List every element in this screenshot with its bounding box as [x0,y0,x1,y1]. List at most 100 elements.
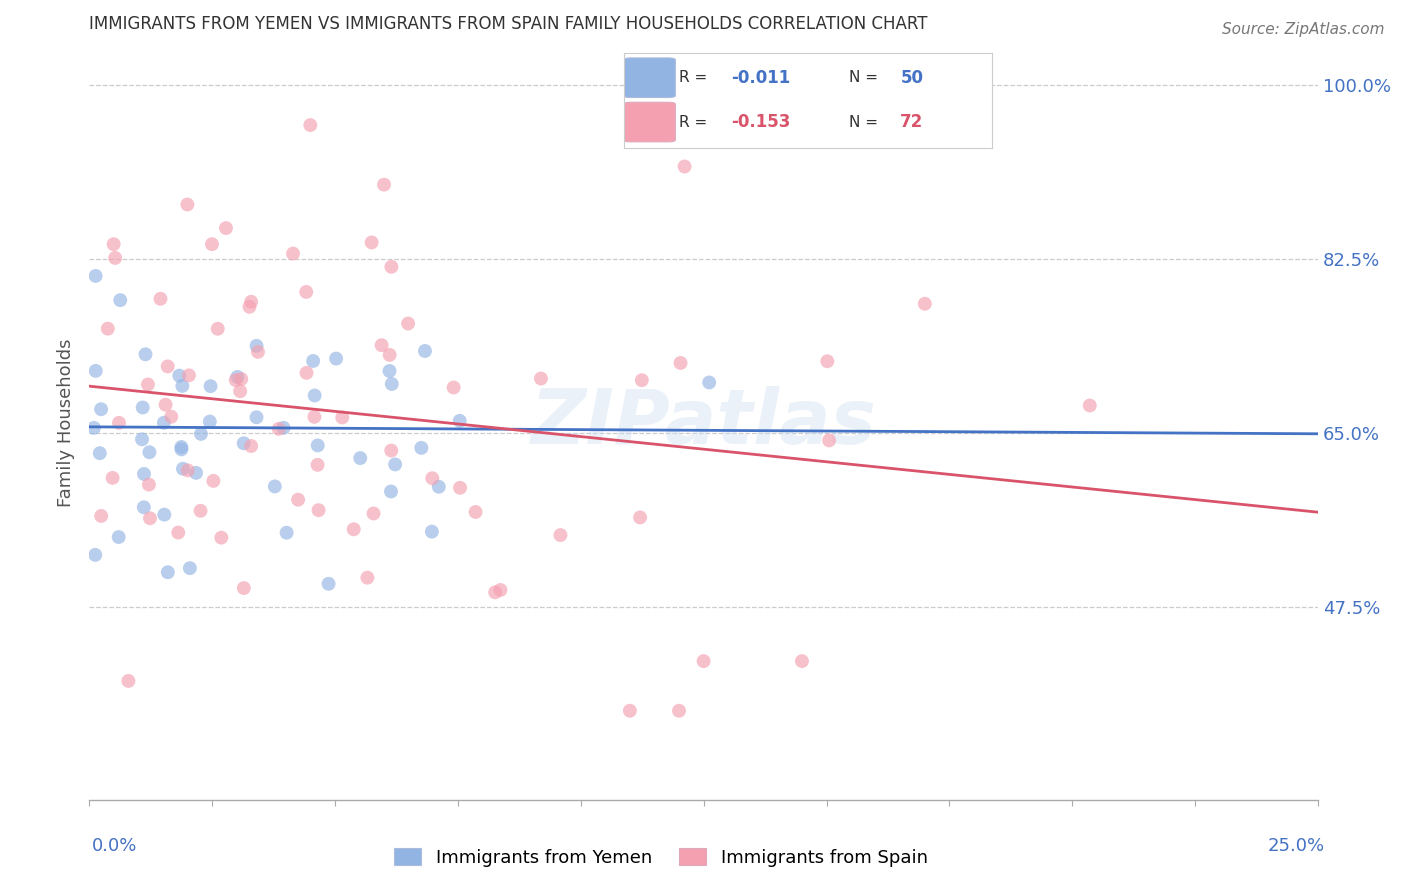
Point [363,507,385,521]
Point [190,504,212,518]
Point [160,409,183,424]
Point [380,484,402,499]
Point [381,376,404,391]
Point [302,354,325,368]
Point [172,379,194,393]
Text: IMMIGRANTS FROM YEMEN VS IMMIGRANTS FROM SPAIN FAMILY HOUSEHOLDS CORRELATION CHA: IMMIGRANTS FROM YEMEN VS IMMIGRANTS FROM… [89,15,928,33]
Point [276,525,298,540]
Text: ZIPatlas: ZIPatlas [530,386,876,460]
Point [110,293,132,307]
Point [914,297,936,311]
Point [131,401,153,415]
Point [225,373,247,387]
Point [360,235,382,250]
Point [103,237,125,252]
Point [790,654,813,668]
Point [108,416,131,430]
Point [307,438,329,452]
Point [349,451,371,466]
Point [273,421,295,435]
Point [238,300,260,314]
Point [267,422,290,436]
Point [245,339,267,353]
Point [343,522,366,536]
Point [172,461,194,475]
Point [97,321,120,335]
Point [107,530,129,544]
Point [177,368,200,383]
Point [247,344,270,359]
Point [307,458,329,472]
Point [156,359,179,374]
Point [692,654,714,668]
Point [170,442,193,457]
Point [90,402,112,417]
Point [132,500,155,515]
Point [215,221,238,235]
Point [318,576,340,591]
Text: Source: ZipAtlas.com: Source: ZipAtlas.com [1222,22,1385,37]
Point [299,118,322,132]
Point [201,237,224,252]
Point [84,364,107,378]
Point [411,441,433,455]
Point [443,380,465,394]
Point [489,582,512,597]
Point [484,585,506,599]
Point [427,480,450,494]
Point [139,511,162,525]
Point [378,348,401,362]
Point [330,410,353,425]
Point [90,508,112,523]
Point [673,160,696,174]
Point [304,409,326,424]
Point [153,416,176,430]
Point [669,356,692,370]
Point [370,338,392,352]
Point [245,410,267,425]
Point [464,505,486,519]
Point [263,479,285,493]
Point [198,415,221,429]
Point [815,354,838,368]
Point [420,471,443,485]
Point [156,566,179,580]
Legend: Immigrants from Yemen, Immigrants from Spain: Immigrants from Yemen, Immigrants from S… [387,841,935,874]
Point [550,528,572,542]
Text: 0.0%: 0.0% [91,837,136,855]
Point [190,426,212,441]
Point [177,463,200,477]
Point [169,368,191,383]
Point [149,292,172,306]
Point [153,508,176,522]
Point [138,445,160,459]
Point [818,434,841,448]
Point [117,673,139,688]
Point [240,294,263,309]
Point [530,371,553,385]
Point [89,446,111,460]
Point [384,458,406,472]
Point [380,260,402,274]
Point [304,388,326,402]
Point [202,474,225,488]
Point [380,443,402,458]
Point [449,414,471,428]
Point [231,372,253,386]
Point [132,467,155,481]
Point [378,364,401,378]
Point [136,377,159,392]
Point [138,477,160,491]
Point [287,492,309,507]
Point [84,268,107,283]
Point [668,704,690,718]
Point [232,581,254,595]
Point [184,466,207,480]
Point [295,366,318,380]
Point [413,343,436,358]
Point [628,510,651,524]
Point [356,571,378,585]
Point [325,351,347,366]
Point [697,376,720,390]
Point [200,379,222,393]
